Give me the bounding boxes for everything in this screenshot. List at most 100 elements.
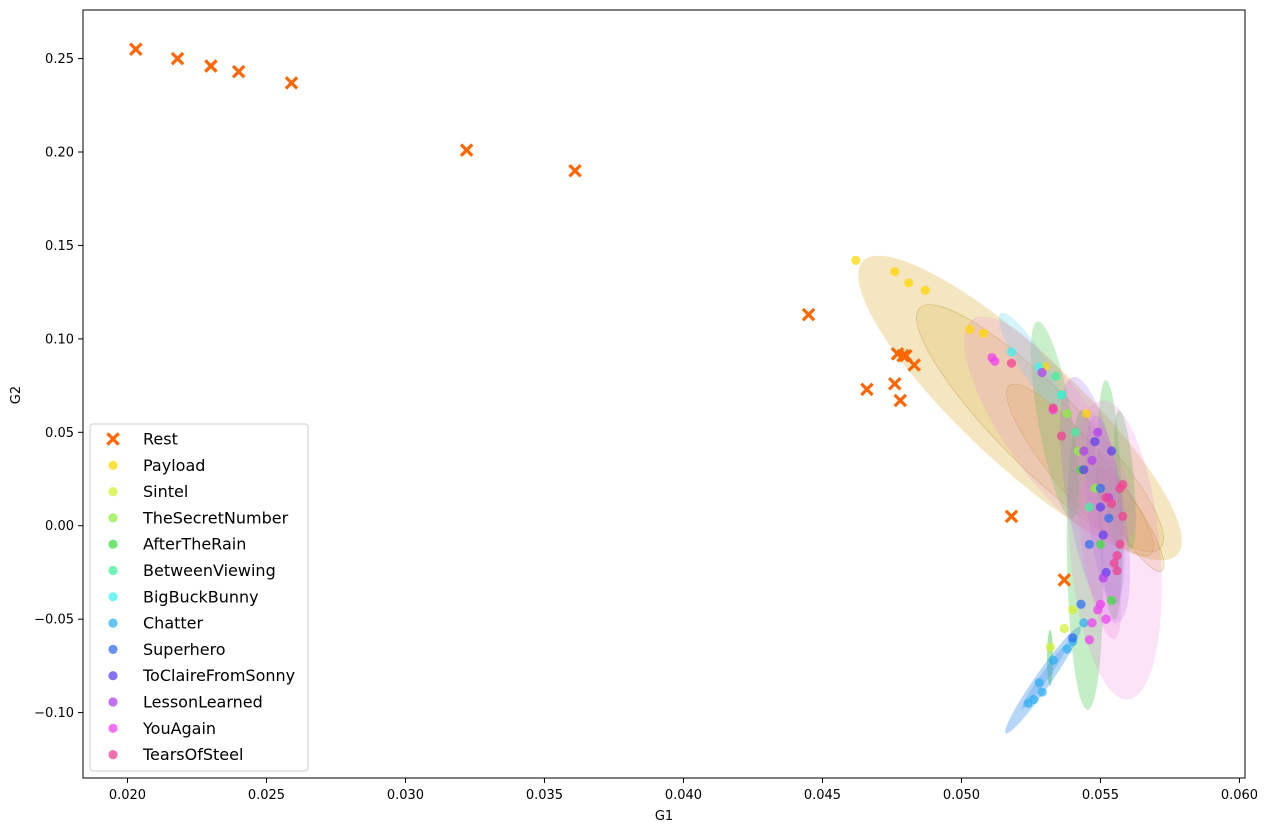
legend-label-the-secret-number: TheSecretNumber	[142, 508, 289, 527]
point-superhero	[1068, 633, 1078, 643]
point-tears-of-steel	[1112, 565, 1122, 576]
legend-label-sintel: Sintel	[143, 482, 188, 501]
point-tears-of-steel	[1112, 551, 1122, 561]
y-tick-label: 0.15	[45, 239, 74, 254]
point-payload	[965, 324, 975, 335]
y-tick-label: 0.25	[45, 52, 74, 67]
point-payload	[979, 328, 989, 338]
x-tick-label: 0.030	[387, 788, 424, 803]
x-tick-label: 0.040	[665, 788, 702, 803]
legend-frame	[89, 423, 309, 772]
point-tears-of-steel	[1118, 480, 1128, 490]
point-chatter	[1037, 687, 1047, 697]
point-chatter	[1062, 644, 1072, 654]
y-tick-label: 0.05	[45, 426, 74, 441]
legend-marker-lesson-learned	[108, 697, 118, 707]
point-lesson-learned	[1093, 427, 1103, 437]
point-big-buck-bunny	[1006, 347, 1017, 357]
point-chatter	[1034, 678, 1044, 688]
point-chatter	[1029, 694, 1039, 705]
point-rest	[284, 76, 299, 90]
point-payload	[1081, 409, 1092, 419]
point-to-claire-from-sonny	[1079, 465, 1089, 475]
point-between-viewing	[1070, 427, 1081, 437]
y-tick-label: 0.10	[45, 332, 74, 347]
y-tick-label: 0.00	[45, 519, 74, 534]
point-tears-of-steel	[1109, 558, 1119, 568]
point-after-the-rain	[1106, 595, 1117, 606]
point-rest	[170, 51, 185, 66]
point-sintel	[1045, 642, 1056, 652]
point-rest	[896, 348, 910, 363]
legend-marker-superhero	[108, 644, 118, 655]
point-rest	[231, 64, 246, 79]
point-rest	[907, 358, 921, 372]
point-tears-of-steel	[1101, 493, 1111, 503]
point-tears-of-steel	[1006, 358, 1017, 368]
x-axis: 0.020 0.025 0.030 0.035 0.040 0.045 0.050 0.055…	[109, 778, 1258, 803]
point-payload	[920, 285, 930, 295]
legend-marker-big-buck-bunny	[108, 592, 118, 602]
point-superhero	[1095, 483, 1106, 493]
legend: Rest Payload Sintel TheSecretNumber AfterThe…	[89, 423, 309, 772]
point-to-claire-from-sonny	[1090, 437, 1100, 447]
point-rest	[129, 42, 143, 57]
point-big-buck-bunny	[1056, 390, 1067, 400]
point-chatter	[1079, 618, 1089, 628]
point-between-viewing	[1084, 502, 1094, 512]
legend-label-between-viewing: BetweenViewing	[143, 561, 276, 580]
point-you-again	[1084, 635, 1094, 645]
legend-label-lesson-learned: LessonLearned	[143, 693, 263, 712]
point-you-again	[1101, 614, 1111, 624]
point-tears-of-steel	[1115, 539, 1125, 550]
legend-marker-you-again	[108, 723, 118, 733]
point-tears-of-steel	[1118, 511, 1128, 521]
legend-marker-chatter	[108, 618, 118, 628]
point-rest	[801, 307, 816, 322]
legend-label-superhero: Superhero	[143, 640, 226, 659]
x-tick-label: 0.045	[804, 788, 841, 803]
point-superhero	[1076, 599, 1086, 609]
legend-label-big-buck-bunny: BigBuckBunny	[143, 587, 259, 606]
legend-marker-between-viewing	[108, 565, 118, 576]
legend-marker-to-claire-from-sonny	[108, 671, 118, 681]
x-tick-label: 0.055	[1082, 788, 1119, 803]
y-tick-label: 0.20	[45, 146, 74, 161]
point-to-claire-from-sonny	[1095, 502, 1106, 512]
point-between-viewing	[1051, 371, 1061, 381]
point-lesson-learned	[1087, 455, 1097, 465]
point-lesson-learned	[1098, 573, 1108, 583]
point-tears-of-steel	[1056, 431, 1067, 441]
legend-label-payload: Payload	[143, 456, 205, 475]
point-tears-of-steel	[1048, 403, 1058, 413]
x-tick-label: 0.050	[943, 788, 980, 803]
point-rest	[459, 143, 474, 157]
x-tick-label: 0.035	[526, 788, 563, 803]
legend-label-you-again: YouAgain	[142, 719, 216, 738]
point-superhero	[1084, 539, 1094, 550]
y-tick-label: −0.05	[34, 613, 74, 628]
legend-marker-the-secret-number	[108, 513, 118, 523]
point-the-secret-number	[1062, 409, 1072, 419]
legend-label-chatter: Chatter	[143, 614, 204, 633]
legend-marker-tears-of-steel	[108, 750, 118, 760]
point-tears-of-steel	[1106, 498, 1117, 508]
x-tick-label: 0.020	[109, 788, 146, 803]
legend-marker-rest	[106, 432, 120, 446]
point-you-again	[990, 356, 1000, 366]
point-sintel	[1059, 623, 1069, 634]
point-lesson-learned	[1037, 367, 1047, 378]
legend-marker-sintel	[108, 487, 118, 497]
point-you-again	[1087, 618, 1097, 628]
point-payload	[851, 255, 861, 265]
y-axis-label: G2	[9, 386, 24, 404]
point-rest	[1004, 509, 1019, 524]
x-tick-label: 0.060	[1221, 788, 1258, 803]
density-cyan	[998, 312, 1062, 408]
x-axis-label: G1	[655, 809, 673, 824]
legend-label-after-the-rain: AfterTheRain	[143, 535, 246, 554]
point-you-again	[1095, 599, 1106, 609]
x-tick-label: 0.025	[248, 788, 285, 803]
point-lesson-learned	[1079, 446, 1089, 456]
